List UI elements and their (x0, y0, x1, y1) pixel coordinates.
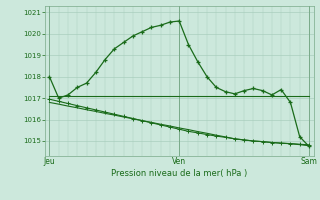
X-axis label: Pression niveau de la mer( hPa ): Pression niveau de la mer( hPa ) (111, 169, 247, 178)
